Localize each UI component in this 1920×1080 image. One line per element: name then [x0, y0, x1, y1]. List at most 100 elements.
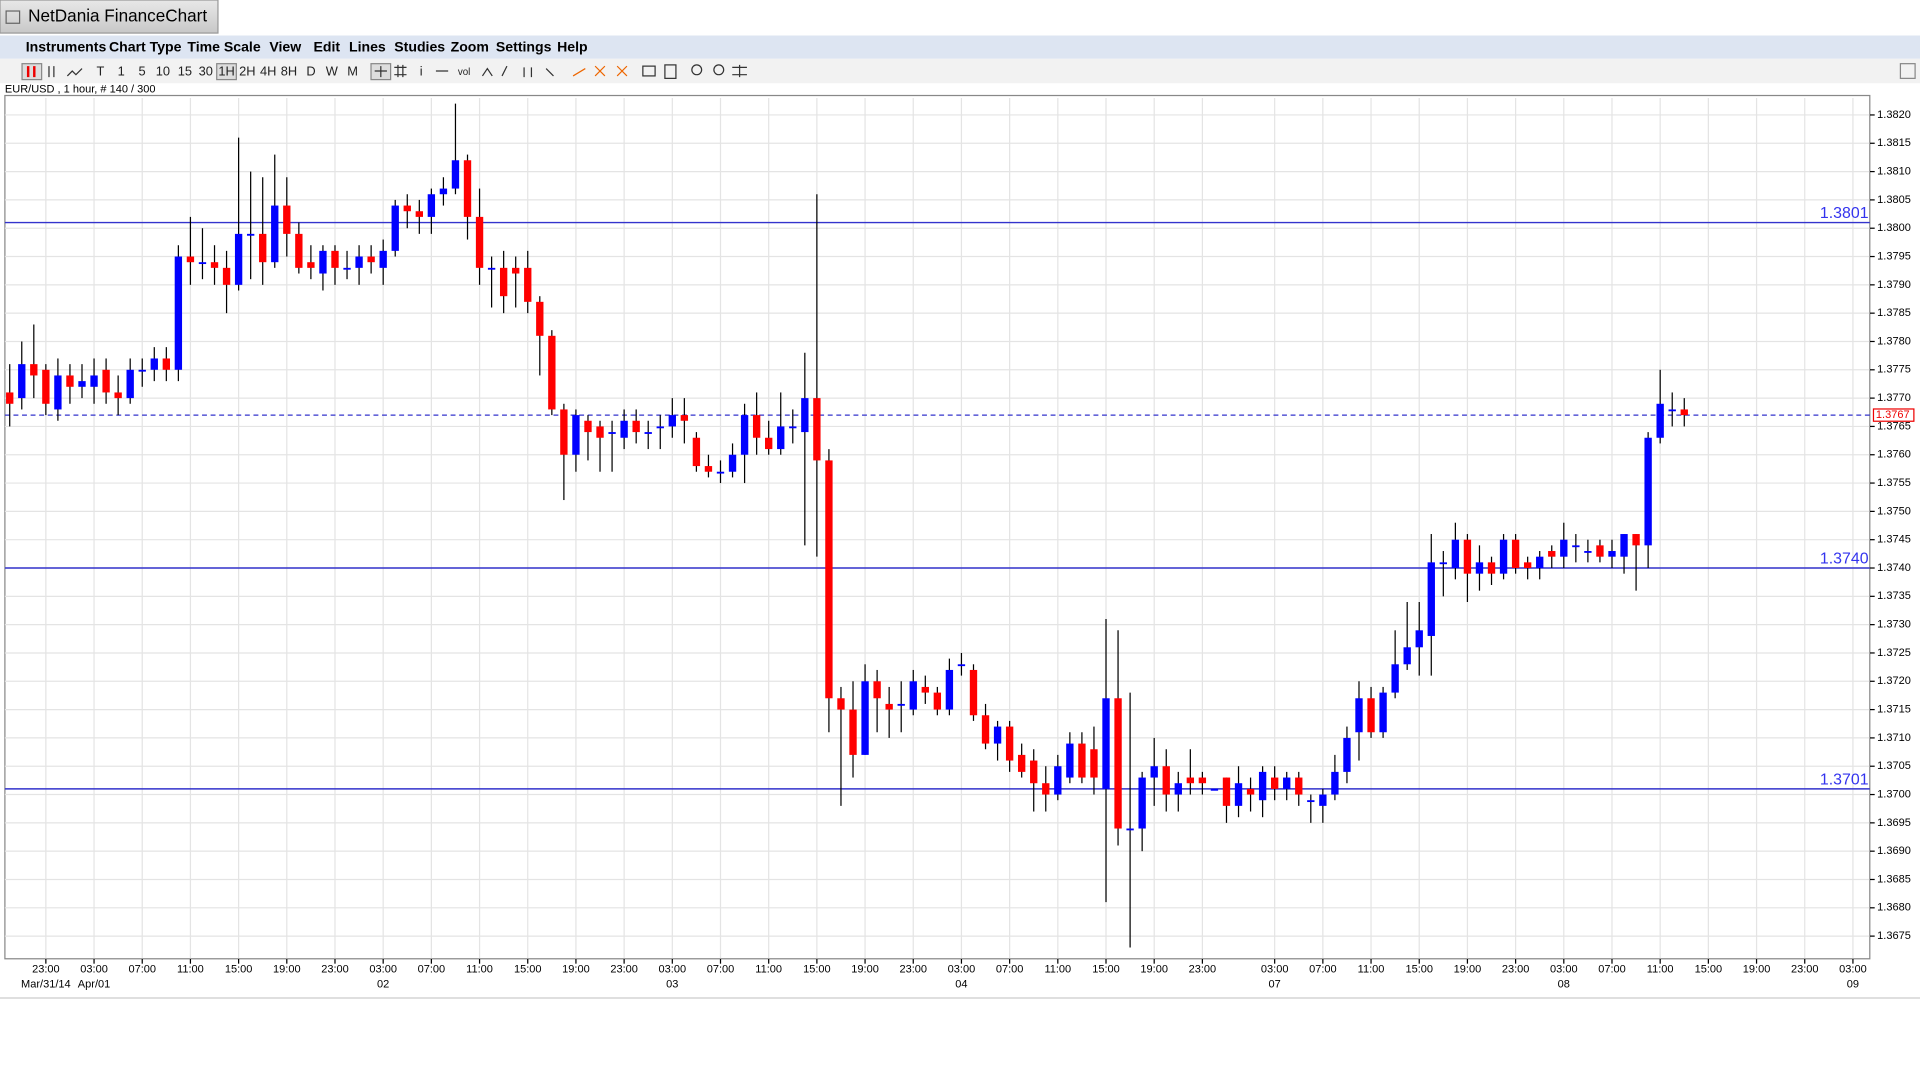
candle-body [451, 160, 460, 189]
x-tick-label: 15:00 [1092, 964, 1120, 976]
toolbar-button[interactable]: 1H [218, 64, 234, 79]
candle-body [1198, 777, 1207, 784]
x-tick-label: 11:00 [755, 964, 782, 976]
candle-body [1379, 692, 1387, 733]
candle-body [524, 267, 532, 302]
toolbar-button[interactable]: 30 [199, 64, 213, 79]
toolbar-button[interactable]: W [326, 64, 339, 79]
y-tick-label: 1.3745 [1877, 534, 1911, 546]
candle-body [716, 471, 725, 474]
y-tick-label: 1.3700 [1877, 788, 1911, 800]
x-date-label: 08 [1558, 978, 1570, 990]
candle-body [981, 715, 990, 744]
menu-item[interactable]: Settings [496, 38, 552, 54]
y-tick-label: 1.3730 [1877, 619, 1911, 631]
x-tick-label: 07:00 [418, 964, 446, 976]
candle-body [620, 420, 628, 438]
candle-body [6, 392, 14, 404]
x-tick-label: 15:00 [225, 964, 253, 976]
toolbar-button[interactable]: 8H [281, 64, 297, 79]
candle-body [1030, 760, 1038, 784]
candle-body [1439, 562, 1448, 565]
toolbar-button[interactable]: 4H [260, 64, 276, 79]
x-tick-label: 03:00 [369, 964, 397, 976]
y-tick-label: 1.3755 [1877, 477, 1911, 489]
menu-item[interactable]: Zoom [451, 38, 489, 54]
candle-body [198, 262, 207, 265]
candle-body [234, 233, 243, 285]
x-tick-label: 19:00 [1454, 964, 1482, 976]
candle-body [1487, 562, 1496, 574]
candle-body [536, 301, 544, 336]
x-tick-label: 03:00 [80, 964, 108, 976]
toolbar-button[interactable]: vol [458, 67, 471, 78]
candle-body [126, 369, 134, 399]
y-tick-label: 1.3810 [1877, 165, 1911, 177]
candle-body [30, 364, 38, 376]
candle-body [259, 233, 267, 263]
candle-body [885, 703, 893, 710]
toolbar-button[interactable]: 10 [156, 64, 170, 79]
toolbar-button[interactable]: T [96, 64, 104, 79]
candle-body [54, 375, 62, 410]
y-tick-label: 1.3770 [1877, 392, 1911, 404]
candle-body [728, 454, 737, 472]
x-tick-label: 23:00 [1502, 964, 1530, 976]
candle-body [1258, 771, 1267, 801]
candle-body [1668, 409, 1676, 412]
x-tick-label: 03:00 [1550, 964, 1578, 976]
candle-body [1511, 539, 1520, 569]
candle-body [1536, 556, 1544, 569]
candle-body [367, 256, 375, 263]
y-tick-label: 1.3750 [1877, 505, 1911, 517]
candle-body [1499, 539, 1508, 574]
candle-body [1283, 777, 1291, 789]
toolbar-button[interactable]: 15 [178, 64, 192, 79]
menu-item[interactable]: Time Scale [187, 38, 260, 54]
candle-body [993, 726, 1002, 744]
candle-body [560, 409, 568, 455]
menu-item[interactable]: Studies [394, 38, 445, 54]
candle-body [1391, 664, 1399, 693]
menu-item[interactable]: Chart Type [109, 38, 182, 54]
toolbar-button[interactable]: i [420, 64, 423, 79]
candle-body [463, 160, 472, 217]
candle-body [789, 426, 797, 429]
level-label: 1.3740 [1820, 551, 1869, 568]
x-tick-label: 07:00 [128, 964, 156, 976]
toolbar-button[interactable]: 2H [239, 64, 255, 79]
toolbar-button[interactable]: D [306, 64, 315, 79]
candle-body [499, 267, 508, 297]
x-tick-label: 03:00 [659, 964, 687, 976]
y-tick-label: 1.3785 [1877, 307, 1911, 319]
toolbar-button[interactable]: 5 [138, 64, 145, 79]
x-tick-label: 19:00 [273, 964, 301, 976]
chart-subtitle: EUR/USD , 1 hour, # 140 / 300 [5, 83, 156, 95]
candle-body [680, 415, 689, 421]
menu-item[interactable]: Lines [349, 38, 386, 54]
candle-body [957, 664, 966, 667]
menu-item[interactable]: Edit [313, 38, 340, 54]
candle-body [1403, 647, 1411, 665]
toolbar-button[interactable]: 1 [118, 64, 125, 79]
x-date-label: 03 [666, 978, 678, 990]
candle-body [1523, 562, 1532, 569]
y-tick-label: 1.3795 [1877, 250, 1911, 262]
y-tick-label: 1.3765 [1877, 420, 1911, 432]
candle-body [246, 233, 255, 236]
candle-body [1572, 545, 1580, 548]
candle-body [608, 432, 616, 434]
x-tick-label: 23:00 [1189, 964, 1217, 976]
x-tick-label: 11:00 [1044, 964, 1071, 976]
y-tick-label: 1.3760 [1877, 449, 1911, 461]
candle-body [1451, 539, 1460, 569]
candle-body [897, 703, 905, 706]
last-price-box [1872, 408, 1915, 422]
candle-body [415, 211, 423, 217]
menu-item[interactable]: Instruments [26, 38, 107, 54]
y-tick-label: 1.3800 [1877, 222, 1911, 234]
menu-item[interactable]: Help [557, 38, 588, 54]
candle-body [114, 392, 122, 399]
menu-item[interactable]: View [269, 38, 301, 54]
toolbar-button[interactable]: M [347, 64, 358, 79]
